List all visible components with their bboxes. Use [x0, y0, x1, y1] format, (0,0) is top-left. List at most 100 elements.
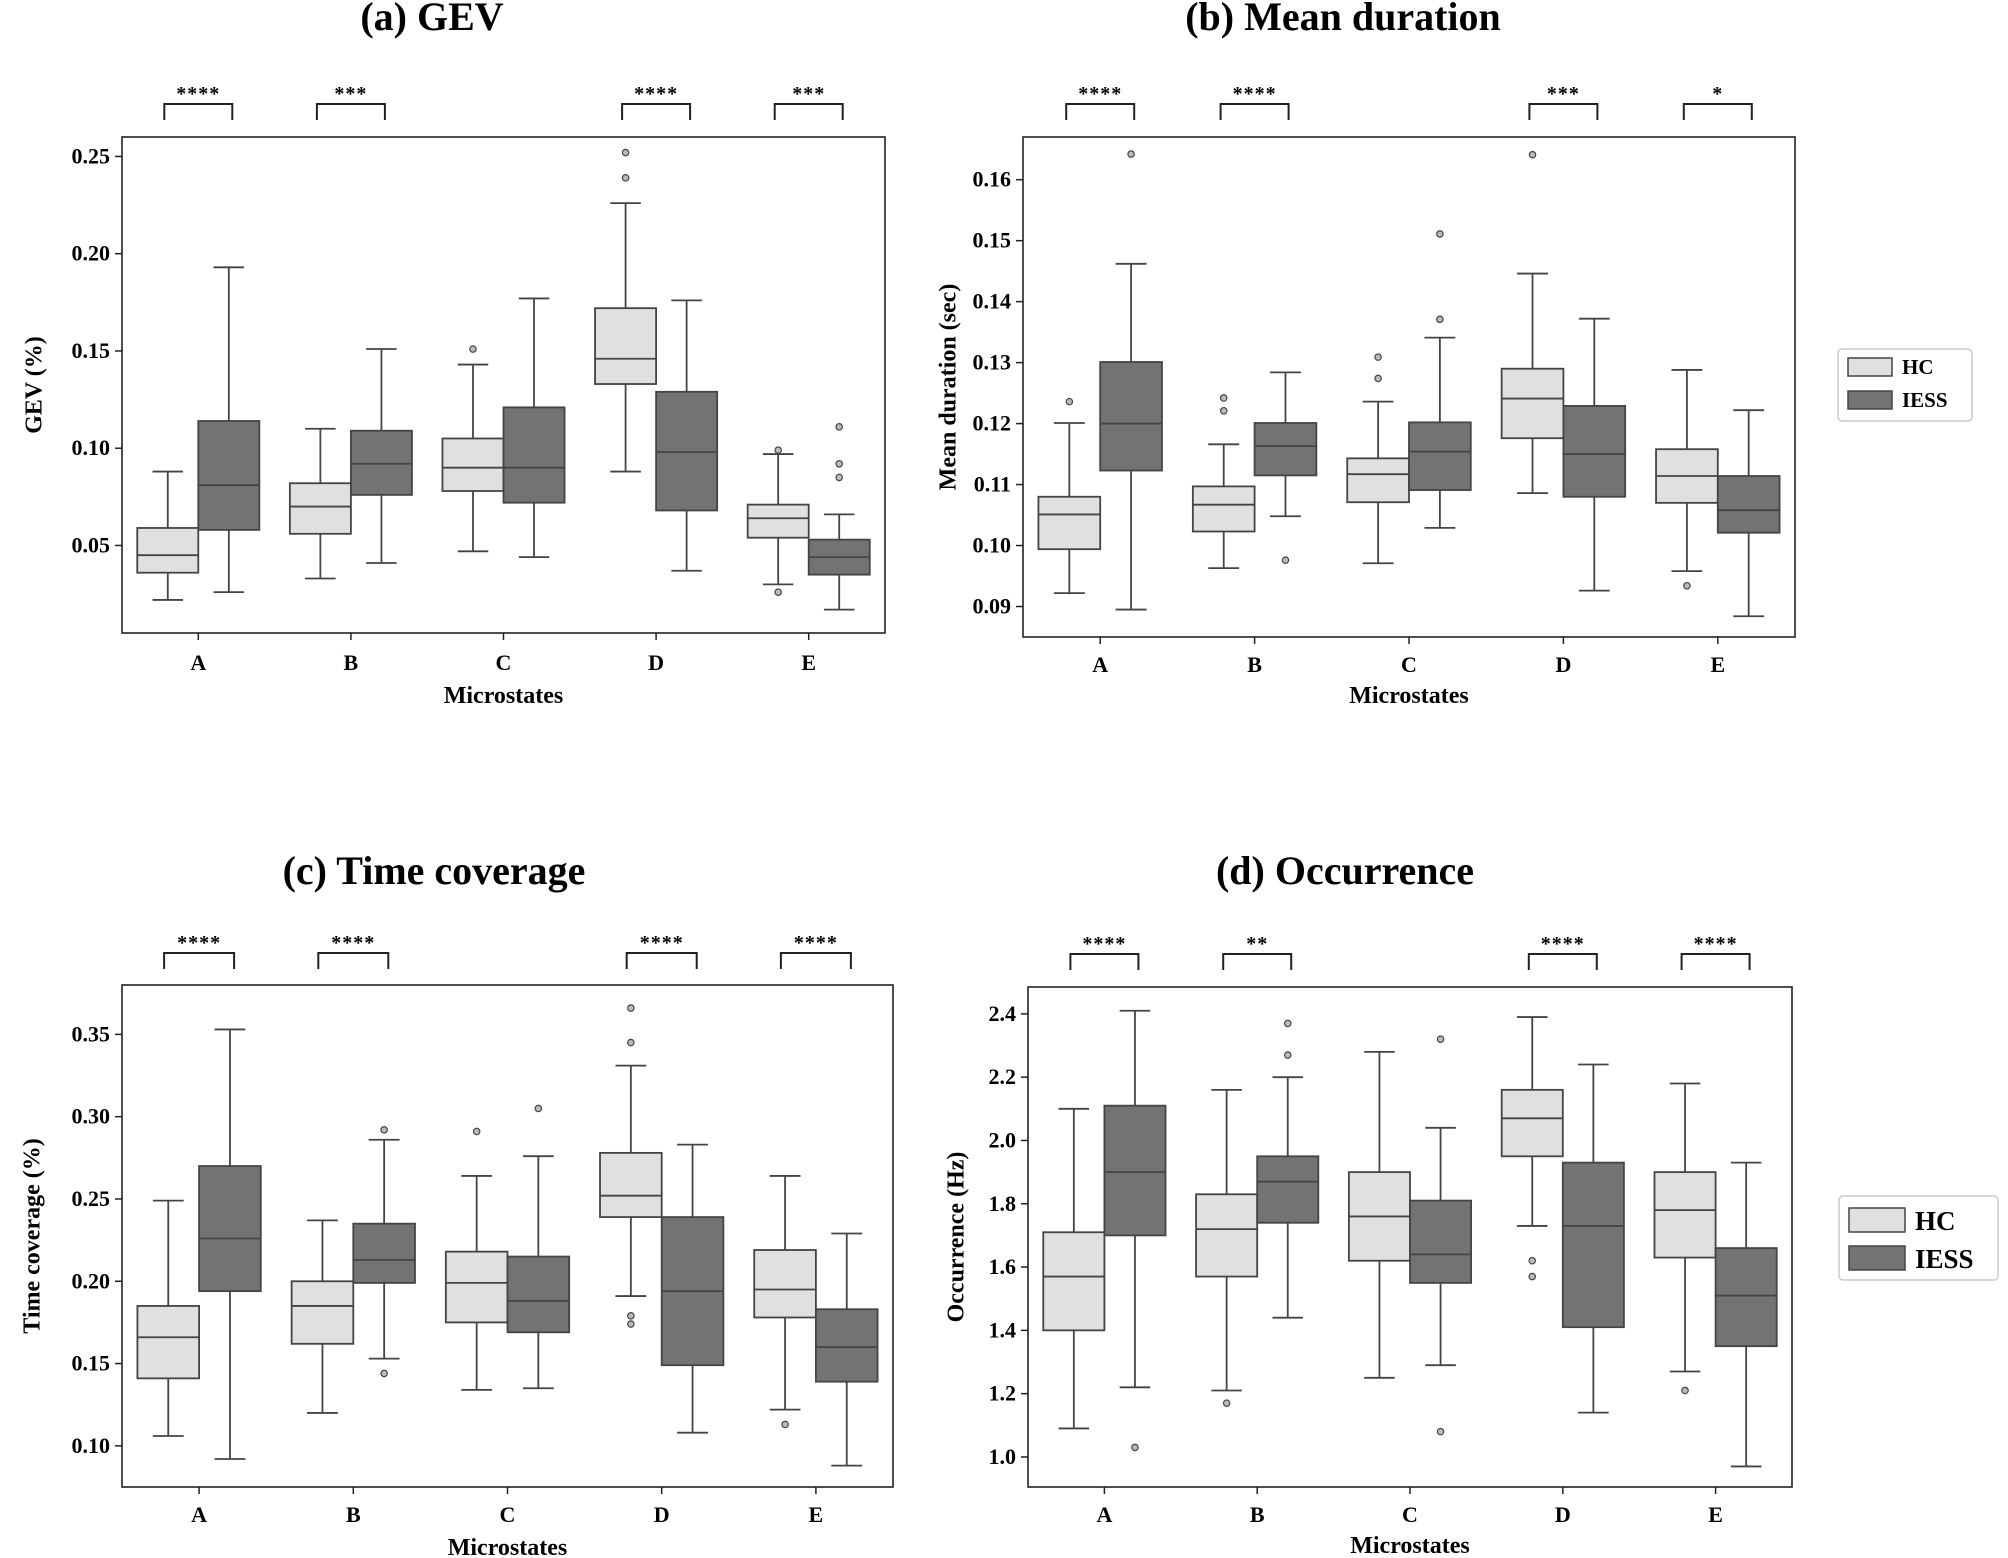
- significance-bracket: [1069, 953, 1140, 970]
- x-tick-label: D: [1555, 1502, 1571, 1527]
- box-iqr: [441, 437, 505, 492]
- series-hc: [136, 148, 810, 601]
- flier-point: [1436, 1427, 1445, 1436]
- x-tick-label: C: [500, 1502, 516, 1527]
- x-tick-label: B: [1247, 652, 1262, 677]
- flier-point: [627, 1004, 635, 1012]
- box-hc-E: [753, 1175, 817, 1429]
- box-iess-B: [1256, 1019, 1320, 1319]
- x-tick-label: A: [1096, 1502, 1112, 1527]
- box-iqr: [1714, 1247, 1778, 1348]
- y-axis-label: Occurrence (Hz): [944, 1152, 970, 1323]
- legend-swatch-hc: [1847, 357, 1893, 377]
- significance-label: ****: [1082, 933, 1126, 955]
- significance-bracket: [1219, 103, 1290, 120]
- flier-point: [835, 423, 844, 431]
- x-tick-label: D: [648, 650, 664, 675]
- box-iess-B: [349, 348, 413, 564]
- significance-A: ****: [163, 83, 234, 120]
- flier-point: [380, 1369, 388, 1378]
- significance-bracket: [625, 952, 698, 969]
- box-iqr: [1408, 421, 1472, 491]
- significance-bracket: [1222, 953, 1293, 970]
- flier-point: [1283, 1051, 1292, 1059]
- flier-point: [534, 1104, 543, 1113]
- flier-point: [1281, 556, 1290, 564]
- box-hc-C: [1347, 1050, 1411, 1379]
- flier-point: [472, 1127, 481, 1136]
- significance-B: ****: [1219, 83, 1290, 120]
- significance-label: **: [1246, 933, 1268, 955]
- significance-bracket: [773, 103, 844, 120]
- flier-point: [627, 1312, 635, 1320]
- flier-point: [627, 1320, 635, 1328]
- x-tick-label: C: [1402, 1502, 1418, 1527]
- significance-label: ****: [1694, 933, 1738, 955]
- flier-point: [1681, 1386, 1689, 1395]
- box-iqr: [352, 1222, 416, 1284]
- box-iess-B: [352, 1126, 416, 1378]
- box-hc-B: [290, 1219, 355, 1414]
- box-hc-D: [1500, 1016, 1564, 1281]
- box-hc-B: [288, 427, 352, 580]
- box-iqr: [198, 1165, 262, 1293]
- y-tick-label: 0.10: [72, 435, 111, 460]
- box-iqr: [746, 503, 810, 539]
- panel-d: (d) Occurrence 1.0 1.2 1.4 1.6 1.8 2.0 2.2 2.4 Oc…: [944, 848, 1999, 1558]
- box-iess-D: [1562, 317, 1627, 592]
- significance-D: ***: [1528, 83, 1599, 120]
- flier-point: [1219, 406, 1228, 415]
- legend-label-hc: HC: [1902, 355, 1934, 379]
- series-hc: [136, 1004, 817, 1437]
- significance-label: ***: [334, 83, 367, 105]
- y-tick-label: 0.09: [973, 594, 1012, 619]
- box-hc-A: [136, 1199, 200, 1437]
- y-tick-label: 1.2: [989, 1381, 1017, 1406]
- flier-point: [1374, 374, 1382, 383]
- box-iqr: [197, 420, 261, 531]
- significance-D: ****: [625, 932, 698, 969]
- y-tick-label: 2.2: [989, 1064, 1017, 1089]
- panel-c: (c) Time coverage 0.10 0.15 0.20 0.25 0.30 0.3…: [20, 848, 894, 1558]
- significance-bracket: [1527, 953, 1598, 970]
- box-iess-D: [660, 1143, 725, 1434]
- legend-label-iess: IESS: [1902, 388, 1948, 412]
- flier-point: [835, 473, 844, 482]
- panel-title: (d) Occurrence: [1216, 848, 1474, 893]
- significance-label: ****: [794, 932, 838, 954]
- y-tick-label: 0.15: [72, 1351, 111, 1376]
- box-iqr: [599, 1151, 663, 1218]
- flier-point: [627, 1038, 635, 1047]
- significance-bracket: [621, 103, 692, 120]
- box-iqr: [136, 527, 200, 574]
- x-tick-label: A: [190, 650, 206, 675]
- flier-point: [774, 446, 782, 454]
- box-iess-A: [198, 1028, 262, 1460]
- y-tick-label: 0.20: [72, 1268, 111, 1293]
- significance-E: ***: [773, 83, 844, 120]
- x-tick-label: D: [1555, 652, 1571, 677]
- series-hc: [1037, 150, 1719, 594]
- box-iqr: [1500, 367, 1565, 440]
- y-tick-label: 0.12: [973, 411, 1012, 436]
- box-iqr: [1256, 1155, 1320, 1224]
- box-iess-A: [1099, 150, 1163, 611]
- panel-b: (b) Mean duration 0.09 0.10 0.11 0.12 0.13 0.1…: [936, 0, 1973, 709]
- box-hc-A: [1042, 1107, 1106, 1430]
- flier-point: [1065, 397, 1074, 406]
- box-hc-D: [594, 148, 657, 473]
- significance-bracket: [1528, 103, 1599, 120]
- box-iess-E: [815, 1232, 879, 1467]
- legend: HC IESS: [1837, 348, 1973, 422]
- box-iqr: [290, 1280, 355, 1345]
- y-tick-label: 0.25: [72, 143, 111, 168]
- flier-point: [1528, 1256, 1537, 1265]
- x-tick-label: E: [801, 650, 816, 675]
- significance-bracket: [1065, 103, 1136, 120]
- flier-point: [1436, 315, 1444, 324]
- x-tick-label: C: [1401, 652, 1417, 677]
- significance-label: ****: [1541, 933, 1585, 955]
- x-tick-label: C: [496, 650, 512, 675]
- panel-title: (b) Mean duration: [1185, 0, 1501, 39]
- y-tick-label: 2.0: [989, 1127, 1017, 1152]
